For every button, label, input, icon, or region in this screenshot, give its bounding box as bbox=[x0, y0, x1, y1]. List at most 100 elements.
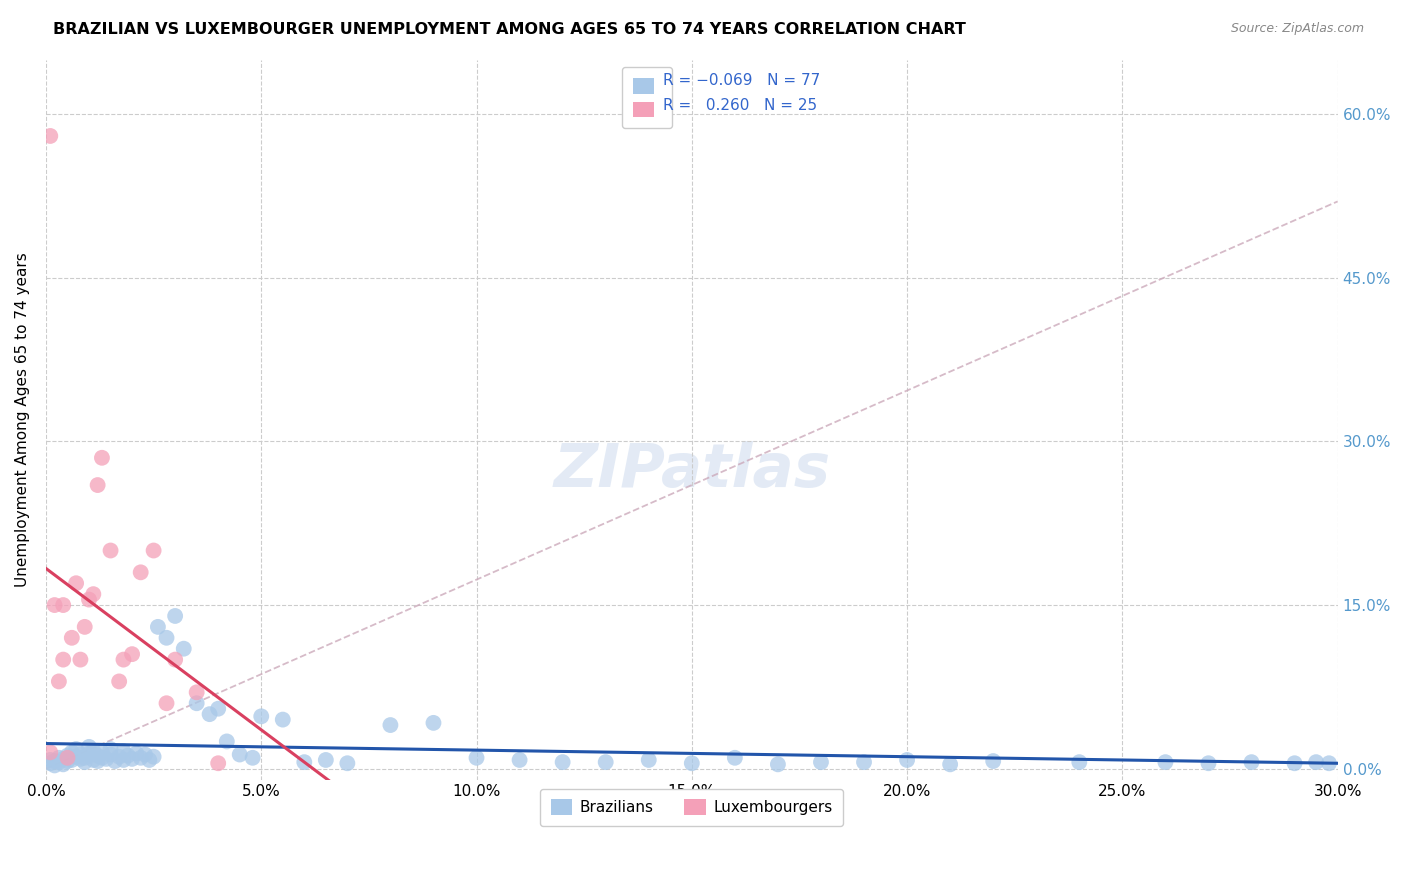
Point bbox=[142, 543, 165, 558]
Point bbox=[60, 631, 83, 645]
Point bbox=[73, 620, 96, 634]
Point bbox=[215, 734, 238, 748]
Point bbox=[82, 753, 104, 767]
Point bbox=[91, 745, 114, 759]
Point bbox=[1317, 756, 1340, 771]
Point bbox=[595, 755, 617, 769]
Point bbox=[896, 753, 918, 767]
Point bbox=[242, 751, 264, 765]
Text: BRAZILIAN VS LUXEMBOURGER UNEMPLOYMENT AMONG AGES 65 TO 74 YEARS CORRELATION CHA: BRAZILIAN VS LUXEMBOURGER UNEMPLOYMENT A… bbox=[53, 22, 966, 37]
Point bbox=[155, 696, 177, 710]
Point bbox=[65, 576, 87, 591]
Point bbox=[465, 751, 488, 765]
Point bbox=[250, 709, 273, 723]
Point bbox=[198, 707, 221, 722]
Point bbox=[1069, 755, 1091, 769]
Point bbox=[186, 685, 208, 699]
Point bbox=[96, 752, 118, 766]
Point bbox=[117, 748, 139, 763]
Point bbox=[73, 755, 96, 769]
Point bbox=[65, 749, 87, 764]
Point bbox=[48, 755, 70, 769]
Point bbox=[100, 747, 122, 762]
Point bbox=[1284, 756, 1306, 771]
Point bbox=[173, 641, 195, 656]
Point bbox=[77, 747, 100, 761]
Point bbox=[380, 718, 402, 732]
Point bbox=[52, 598, 75, 612]
Point bbox=[509, 753, 531, 767]
Point bbox=[336, 756, 359, 771]
Point bbox=[939, 757, 962, 772]
Point bbox=[91, 751, 114, 765]
Text: R =   0.260   N = 25: R = 0.260 N = 25 bbox=[664, 98, 817, 113]
Point bbox=[1198, 756, 1220, 771]
Point bbox=[39, 753, 62, 767]
Point bbox=[724, 751, 747, 765]
Point bbox=[766, 757, 789, 772]
Point bbox=[146, 620, 169, 634]
Point bbox=[44, 598, 66, 612]
Point bbox=[44, 754, 66, 768]
Point bbox=[1154, 755, 1177, 769]
Point bbox=[56, 754, 79, 768]
Point bbox=[52, 757, 75, 772]
Point bbox=[56, 751, 79, 765]
Point bbox=[637, 753, 659, 767]
Point bbox=[100, 543, 122, 558]
Point bbox=[681, 756, 703, 771]
Point bbox=[551, 755, 574, 769]
Point bbox=[981, 754, 1004, 768]
Point bbox=[60, 745, 83, 759]
Point bbox=[186, 696, 208, 710]
Point bbox=[165, 609, 187, 624]
Point bbox=[1305, 755, 1327, 769]
Point bbox=[112, 652, 135, 666]
Point bbox=[108, 674, 131, 689]
Point bbox=[69, 652, 91, 666]
Point bbox=[207, 756, 229, 771]
Point bbox=[39, 745, 62, 759]
Point bbox=[112, 753, 135, 767]
Point bbox=[52, 752, 75, 766]
Point bbox=[165, 652, 187, 666]
Point bbox=[112, 744, 135, 758]
Point bbox=[129, 566, 152, 580]
Point bbox=[315, 753, 337, 767]
Point bbox=[271, 713, 294, 727]
Point bbox=[134, 747, 156, 762]
Text: R = −0.069   N = 77: R = −0.069 N = 77 bbox=[664, 73, 821, 87]
Point bbox=[69, 747, 91, 762]
Point bbox=[69, 752, 91, 766]
Point bbox=[77, 592, 100, 607]
Point bbox=[91, 450, 114, 465]
Point bbox=[422, 715, 444, 730]
Point bbox=[52, 652, 75, 666]
Point bbox=[86, 748, 108, 763]
Point bbox=[142, 749, 165, 764]
Point bbox=[77, 739, 100, 754]
Point bbox=[104, 754, 127, 768]
Point bbox=[125, 747, 148, 761]
Point bbox=[48, 751, 70, 765]
Legend: Brazilians, Luxembourgers: Brazilians, Luxembourgers bbox=[540, 789, 844, 826]
Point bbox=[292, 755, 315, 769]
Point bbox=[155, 631, 177, 645]
Point bbox=[108, 749, 131, 764]
Point bbox=[48, 674, 70, 689]
Point bbox=[138, 753, 160, 767]
Point bbox=[853, 755, 876, 769]
Point bbox=[129, 751, 152, 765]
Point bbox=[100, 742, 122, 756]
Point bbox=[228, 747, 250, 762]
Point bbox=[73, 751, 96, 765]
Text: Source: ZipAtlas.com: Source: ZipAtlas.com bbox=[1230, 22, 1364, 36]
Point bbox=[65, 742, 87, 756]
Y-axis label: Unemployment Among Ages 65 to 74 years: Unemployment Among Ages 65 to 74 years bbox=[15, 252, 30, 587]
Point bbox=[86, 478, 108, 492]
Point bbox=[82, 744, 104, 758]
Point bbox=[121, 647, 143, 661]
Text: ZIPatlas: ZIPatlas bbox=[553, 441, 831, 500]
Point bbox=[810, 755, 832, 769]
Point bbox=[82, 587, 104, 601]
